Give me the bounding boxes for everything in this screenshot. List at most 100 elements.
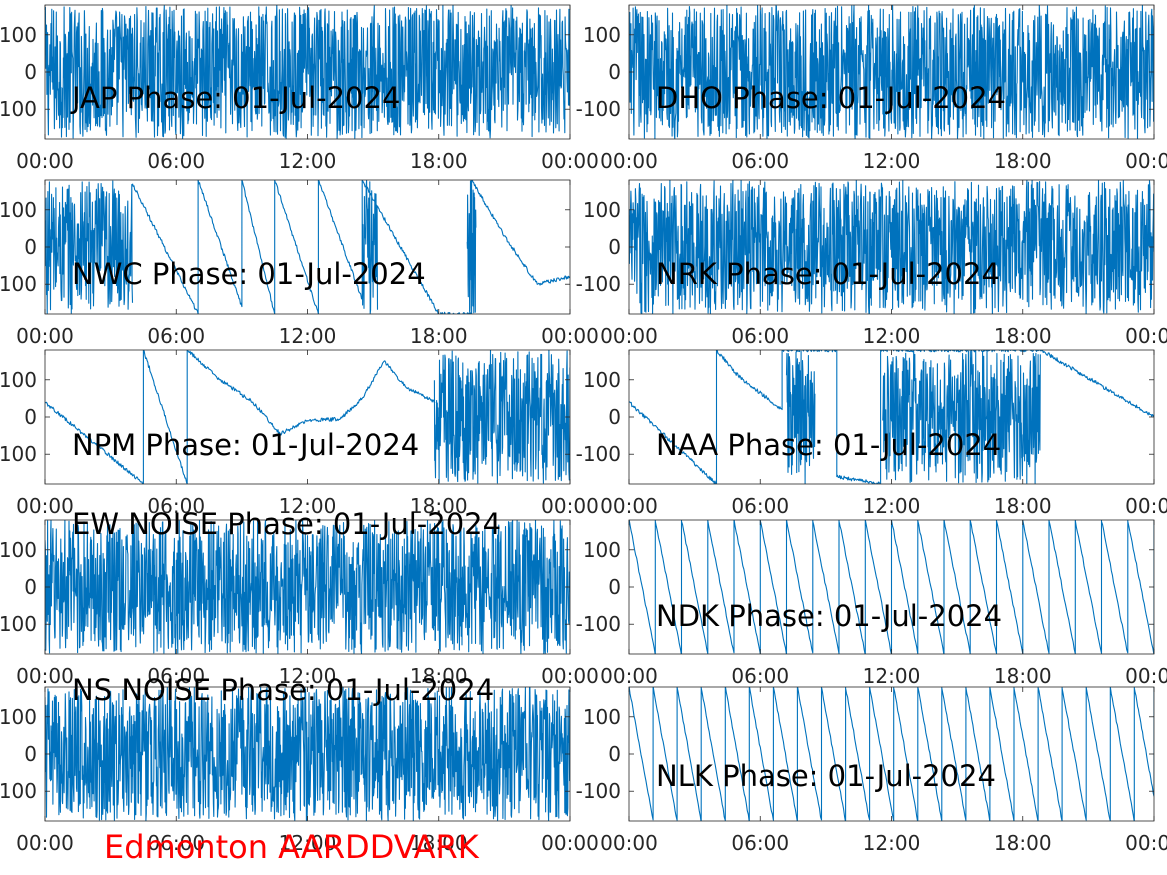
panel-title: EW NOISE Phase: 01-Jul-2024 [72, 507, 501, 541]
panel-nwc: 00:00 06:00 12:00 18:00 00:00 -100 0 100 NWC Pha… [0, 179, 599, 348]
y-tick-label: -100 [0, 97, 37, 121]
x-tick-label: 06:00 [731, 494, 789, 518]
x-tick-label: 06:00 [147, 494, 205, 518]
y-tick-label: 100 [583, 368, 621, 392]
footer-label: Edmonton AARDDVARK [104, 828, 479, 866]
x-tick-label: 06:00 [731, 664, 789, 688]
panel-nrk: 00:00 06:00 12:00 18:00 00:00 -100 0 100 NRK Pha… [576, 179, 1167, 348]
y-tick-label: -100 [576, 612, 621, 636]
x-tick-label: 00:00 [600, 149, 658, 173]
y-tick-label: 100 [583, 23, 621, 47]
x-tick-label: 00:00 [541, 831, 599, 855]
panel-title: NWC Phase: 01-Jul-2024 [72, 257, 426, 291]
y-tick-label: 0 [24, 405, 37, 429]
x-tick-label: 00:00 [600, 831, 658, 855]
series-line [45, 350, 570, 484]
x-tick-label: 12:00 [863, 149, 921, 173]
x-tick-label: 12:00 [279, 494, 337, 518]
x-tick-label: 06:00 [147, 664, 205, 688]
panel-jap: 00:00 06:00 12:00 18:00 00:00 -100 0 100 JAP Pha… [0, 4, 599, 173]
series-line [629, 5, 1154, 139]
x-tick-label: 00:00 [1125, 149, 1167, 173]
x-tick-label: 18:00 [994, 324, 1052, 348]
y-tick-label: 0 [24, 235, 37, 259]
y-tick-label: 0 [24, 575, 37, 599]
x-tick-label: 06:00 [147, 324, 205, 348]
x-tick-label: 00:00 [600, 494, 658, 518]
y-tick-label: 100 [583, 198, 621, 222]
y-tick-label: -100 [576, 272, 621, 296]
x-tick-label: 00:00 [16, 494, 74, 518]
y-tick-label: 100 [0, 538, 37, 562]
x-tick-label: 12:00 [863, 494, 921, 518]
axes-box [628, 686, 1155, 822]
panel-ew-noise: 00:00 06:00 12:00 18:00 00:00 -100 0 100 EW NOIS… [0, 507, 599, 688]
x-tick-label: 00:00 [1125, 494, 1167, 518]
y-tick-label: 0 [608, 405, 621, 429]
x-tick-label: 06:00 [731, 324, 789, 348]
series-line [45, 520, 570, 654]
x-tick-label: 00:00 [16, 831, 74, 855]
series-line [629, 520, 1154, 654]
y-tick-label: 100 [0, 198, 37, 222]
panel-title: DHO Phase: 01-Jul-2024 [656, 81, 1006, 115]
plot-area [629, 180, 1154, 314]
panel-title: NLK Phase: 01-Jul-2024 [656, 759, 996, 793]
panel-npm: 00:00 06:00 12:00 18:00 00:00 -100 0 100 NPM Pha… [0, 349, 599, 518]
y-tick-label: -100 [0, 612, 37, 636]
y-tick-label: 100 [0, 368, 37, 392]
plot-area [629, 520, 1154, 654]
x-tick-label: 18:00 [410, 831, 468, 855]
x-tick-label: 18:00 [994, 149, 1052, 173]
y-tick-label: -100 [0, 442, 37, 466]
x-tick-label: 18:00 [410, 149, 468, 173]
x-tick-label: 00:00 [541, 664, 599, 688]
x-tick-label: 00:00 [1125, 831, 1167, 855]
y-tick-label: 100 [583, 705, 621, 729]
y-tick-label: 0 [608, 742, 621, 766]
plot-area [629, 687, 1154, 821]
panel-ns-noise: 00:00 06:00 12:00 18:00 00:00 -100 0 100 NS NOIS… [0, 673, 599, 855]
y-tick-label: 100 [0, 23, 37, 47]
series-line [45, 5, 570, 139]
x-tick-label: 12:00 [279, 664, 337, 688]
y-tick-label: 0 [24, 60, 37, 84]
x-tick-label: 06:00 [147, 831, 205, 855]
x-tick-label: 00:00 [16, 324, 74, 348]
x-tick-label: 00:00 [541, 324, 599, 348]
series-line [629, 350, 1154, 484]
panel-dho: 00:00 06:00 12:00 18:00 00:00 -100 0 100 DHO Pha… [576, 4, 1167, 173]
y-tick-label: 0 [608, 235, 621, 259]
plot-area [629, 350, 1154, 484]
x-tick-label: 18:00 [410, 664, 468, 688]
x-tick-label: 18:00 [410, 324, 468, 348]
panel-title: NS NOISE Phase: 01-Jul-2024 [72, 673, 494, 707]
x-tick-label: 00:00 [541, 494, 599, 518]
y-tick-label: 100 [583, 538, 621, 562]
panel-title: NPM Phase: 01-Jul-2024 [72, 428, 419, 462]
plot-area [45, 180, 570, 314]
panel-title: JAP Phase: 01-Jul-2024 [70, 81, 400, 115]
y-tick-label: -100 [576, 97, 621, 121]
y-tick-label: -100 [0, 779, 37, 803]
x-tick-label: 00:00 [16, 664, 74, 688]
y-tick-label: 0 [608, 60, 621, 84]
y-tick-label: -100 [576, 442, 621, 466]
series-line [45, 180, 570, 314]
plot-area [45, 5, 570, 139]
x-tick-label: 18:00 [994, 831, 1052, 855]
y-tick-label: -100 [0, 272, 37, 296]
y-tick-label: 0 [24, 742, 37, 766]
y-tick-label: 100 [0, 705, 37, 729]
x-tick-label: 12:00 [279, 324, 337, 348]
x-tick-label: 12:00 [279, 831, 337, 855]
x-tick-label: 00:00 [600, 324, 658, 348]
plot-area [45, 520, 570, 654]
x-tick-label: 06:00 [731, 831, 789, 855]
x-tick-label: 00:00 [1125, 324, 1167, 348]
x-tick-label: 00:00 [541, 149, 599, 173]
panel-ndk: 00:00 06:00 12:00 18:00 00:00 -100 0 100 NDK Pha… [576, 519, 1167, 688]
x-tick-label: 12:00 [863, 664, 921, 688]
x-tick-label: 18:00 [410, 494, 468, 518]
